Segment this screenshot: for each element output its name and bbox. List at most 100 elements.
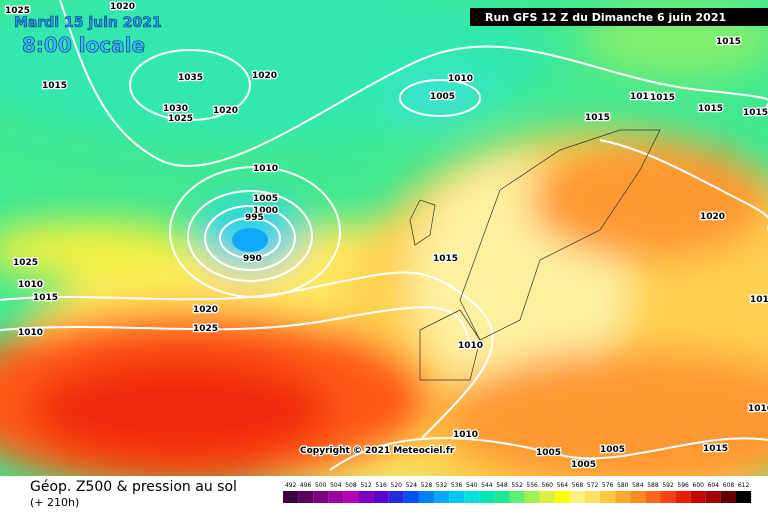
scale-label: 520 (391, 482, 403, 489)
scale-swatch (675, 491, 691, 503)
scale-label: 540 (466, 482, 478, 489)
isobar-label: 1005 (571, 460, 596, 470)
isobar-label: 1020 (700, 212, 725, 222)
scale-label: 492 (285, 482, 297, 489)
scale-swatch (509, 491, 525, 503)
isobar-label: 990 (243, 254, 262, 264)
isobar-label: 1025 (168, 114, 193, 124)
scale-label: 528 (421, 482, 433, 489)
isobar-label: 1010 (448, 74, 473, 84)
scale-label: 536 (451, 482, 463, 489)
isobar-label: 1015 (703, 444, 728, 454)
scale-label: 580 (617, 482, 629, 489)
isobar-label: 1025 (193, 324, 218, 334)
isobar-label: 1025 (5, 6, 30, 16)
scale-label: 568 (572, 482, 584, 489)
color-scale: 492 496 500 504 508 512 516 520 524 528 532 536 540 5… (283, 482, 752, 503)
scale-swatch (494, 491, 510, 503)
scale-label: 604 (708, 482, 720, 489)
run-info: Run GFS 12 Z du Dimanche 6 juin 2021 (485, 11, 726, 24)
time: 8:00 locale (22, 33, 145, 57)
scale-swatch (343, 491, 359, 503)
isobar-label: 1020 (110, 2, 135, 12)
isobar-label: 1010 (458, 341, 483, 351)
scale-swatch (418, 491, 434, 503)
scale-label: 584 (632, 482, 644, 489)
scale-swatch (313, 491, 329, 503)
scale-swatch (388, 491, 404, 503)
scale-label: 500 (315, 482, 327, 489)
scale-swatch (479, 491, 495, 503)
isobar-label: 1015 (585, 113, 610, 123)
scale-label: 572 (587, 482, 599, 489)
isobars (0, 0, 768, 471)
isobar-label: 1010 (253, 164, 278, 174)
isobar-label: 1015 (630, 92, 655, 102)
scale-label: 496 (300, 482, 312, 489)
isobar-label: 1005 (536, 448, 561, 458)
scale-swatch (298, 491, 314, 503)
footer-lead: (+ 210h) (30, 496, 79, 509)
isobar-label: 995 (245, 213, 264, 223)
scale-swatch (524, 491, 540, 503)
scale-label: 516 (375, 482, 387, 489)
scale-swatch (373, 491, 389, 503)
scale-label: 524 (406, 482, 418, 489)
scale-swatch (554, 491, 570, 503)
isobar-label: 1010 (18, 280, 43, 290)
scale-label: 608 (723, 482, 735, 489)
isobar-label: 1015 (650, 93, 675, 103)
scale-label: 556 (526, 482, 538, 489)
run-box (470, 8, 768, 26)
scale-label: 588 (647, 482, 659, 489)
isobar-label: 1035 (178, 73, 203, 83)
scale-label: 564 (557, 482, 569, 489)
scale-swatch (569, 491, 585, 503)
scale-label: 612 (738, 482, 750, 489)
scale-swatch (630, 491, 646, 503)
isobar-label: 1010 (453, 430, 478, 440)
scale-label: 512 (360, 482, 372, 489)
scale-label: 508 (345, 482, 357, 489)
isobar-label: 1015 (716, 37, 741, 47)
scale-swatch (600, 491, 616, 503)
scale-label: 576 (602, 482, 614, 489)
scale-label: 548 (496, 482, 508, 489)
scale-swatch (690, 491, 706, 503)
isobar-label: 1025 (13, 258, 38, 268)
scale-swatch (328, 491, 344, 503)
isobar-label: 1015 (433, 254, 458, 264)
scale-label: 552 (511, 482, 523, 489)
isobar-label: 1015 (33, 293, 58, 303)
isobar-label: 1000 (253, 206, 278, 216)
isobar-label: 1020 (213, 106, 238, 116)
isobar-label: 1010 (18, 328, 43, 338)
scale-swatch (660, 491, 676, 503)
date: Mardi 15 juin 2021 (14, 15, 162, 31)
scale-swatch (449, 491, 465, 503)
scale-label: 544 (481, 482, 493, 489)
scale-swatch (434, 491, 450, 503)
scale-swatch (539, 491, 555, 503)
scale-swatch (736, 491, 752, 503)
scale-label: 592 (662, 482, 674, 489)
isobar-label: 1005 (430, 92, 455, 102)
scale-label: 596 (677, 482, 689, 489)
isobar-label: 1030 (163, 104, 188, 114)
scale-swatch (358, 491, 374, 503)
isobar-label: 1015 (42, 81, 67, 91)
scale-swatch (283, 491, 299, 503)
scale-label: 600 (693, 482, 705, 489)
isobar-label: 1020 (193, 305, 218, 315)
isobar-label: 1015 (743, 108, 768, 118)
scale-swatch (403, 491, 419, 503)
isobar-label: 1005 (600, 445, 625, 455)
isobar-label: 1015 (698, 104, 723, 114)
scale-swatch (645, 491, 661, 503)
scale-swatch (464, 491, 480, 503)
scale-swatch (615, 491, 631, 503)
isobar-label: 1020 (252, 71, 277, 81)
